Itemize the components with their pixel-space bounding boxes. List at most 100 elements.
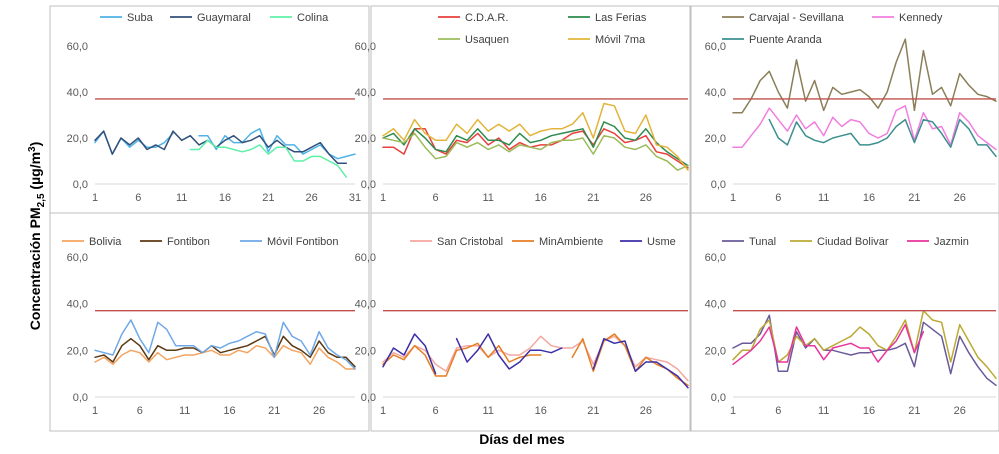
x-tick-label: 21: [587, 405, 599, 417]
legend-label: MinAmbiente: [539, 236, 603, 248]
panel-frame: [690, 212, 999, 432]
x-tick-label: 26: [640, 405, 652, 417]
series-line-colina: [189, 139, 348, 178]
series-line-san-cristobal: [382, 335, 689, 382]
series-line-las-ferias: [382, 121, 689, 167]
y-tick-label: 0,0: [73, 179, 88, 191]
x-tick-label: 11: [482, 192, 493, 204]
y-tick-label: 60,0: [705, 41, 726, 53]
x-tick-label: 1: [730, 192, 736, 204]
x-tick-label: 16: [863, 192, 875, 204]
y-tick-label: 60,0: [355, 252, 376, 264]
legend-label: Usme: [647, 236, 676, 248]
y-tick-label: 60,0: [705, 252, 726, 264]
x-tick-label: 21: [908, 192, 920, 204]
y-axis-title-subscript: 2,5: [36, 193, 47, 207]
panel-frame: [690, 5, 999, 214]
y-tick-label: 20,0: [67, 345, 88, 357]
legend: C.D.A.R. Las Ferias Usaquen Móvil 7ma: [438, 12, 647, 46]
series-line-fontibon: [94, 335, 356, 368]
legend-label: C.D.A.R.: [465, 12, 508, 24]
x-tick-label: 21: [262, 192, 274, 204]
x-tick-label: 1: [380, 405, 386, 417]
x-tick-label: 6: [137, 405, 143, 417]
series-line-carvajal-sevillana: [732, 38, 997, 114]
y-tick-label: 0,0: [361, 392, 376, 404]
y-axis-title-close: ): [27, 142, 43, 147]
legend-label: Guaymaral: [197, 12, 251, 24]
chart-panel-2: 0,020,040,060,01 6 11 16 21 26C.D.A.R. Las Fer…: [355, 5, 691, 214]
panel-frame: [370, 212, 691, 432]
y-tick-label: 40,0: [355, 87, 376, 99]
y-axis-title-superscript: 3: [27, 146, 38, 152]
x-tick-label: 16: [219, 192, 231, 204]
legend-label: Puente Aranda: [749, 34, 823, 46]
x-tick-label: 11: [818, 192, 829, 204]
series-line-m-vil-7ma: [382, 102, 689, 171]
x-tick-label: 11: [176, 192, 187, 204]
y-tick-label: 0,0: [361, 179, 376, 191]
series-line-m-vil-fontibon: [94, 319, 356, 370]
legend-label: Colina: [297, 12, 329, 24]
x-tick-label: 6: [433, 192, 439, 204]
y-axis-title-unit: (µg/m: [27, 152, 43, 194]
x-tick-label: 6: [135, 192, 141, 204]
y-tick-label: 20,0: [355, 345, 376, 357]
x-tick-label: 1: [92, 192, 98, 204]
legend-label: Suba: [127, 12, 154, 24]
y-tick-label: 20,0: [355, 133, 376, 145]
x-tick-label: 1: [92, 405, 98, 417]
x-tick-label: 16: [535, 192, 547, 204]
legend-label: Kennedy: [899, 12, 943, 24]
legend-label: Jazmin: [934, 236, 969, 248]
series-line-guaymaral: [94, 130, 348, 165]
x-tick-label: 6: [775, 192, 781, 204]
legend-label: Bolivia: [89, 236, 122, 248]
legend: Tunal Ciudad Bolivar Jazmin: [722, 236, 969, 248]
y-tick-label: 40,0: [705, 87, 726, 99]
legend-label: Carvajal - Sevillana: [749, 12, 845, 24]
x-tick-label: 16: [535, 405, 547, 417]
x-tick-label: 31: [349, 192, 361, 204]
x-tick-label: 1: [380, 192, 386, 204]
y-tick-label: 20,0: [705, 345, 726, 357]
legend-label: Ciudad Bolivar: [817, 236, 889, 248]
legend-label: Móvil Fontibon: [267, 236, 339, 248]
series-line-jazmin: [732, 323, 925, 366]
y-tick-label: 20,0: [705, 133, 726, 145]
x-tick-label: 26: [954, 405, 966, 417]
y-tick-label: 0,0: [73, 392, 88, 404]
x-tick-label: 16: [223, 405, 235, 417]
y-tick-label: 40,0: [705, 299, 726, 311]
y-tick-label: 60,0: [67, 41, 88, 53]
y-tick-label: 60,0: [67, 252, 88, 264]
y-tick-label: 0,0: [711, 392, 726, 404]
series-line-usaquen: [382, 132, 689, 171]
y-axis-title: Concentración PM2,5 (µg/m3): [27, 142, 47, 331]
legend: San Cristobal MinAmbiente Usme: [410, 236, 676, 248]
legend-label: Las Ferias: [595, 12, 647, 24]
y-tick-label: 40,0: [355, 299, 376, 311]
panel-frame: [49, 5, 370, 214]
y-tick-label: 20,0: [67, 133, 88, 145]
x-tick-label: 21: [908, 405, 920, 417]
legend-label: Tunal: [749, 236, 776, 248]
y-tick-label: 40,0: [67, 299, 88, 311]
x-tick-label: 16: [863, 405, 875, 417]
x-tick-label: 11: [482, 405, 493, 417]
series-line-c-d-a-r-: [382, 128, 689, 169]
panel-frame: [370, 5, 691, 214]
x-tick-label: 6: [775, 405, 781, 417]
x-tick-label: 26: [313, 405, 325, 417]
y-tick-label: 60,0: [355, 41, 376, 53]
legend-label: Usaquen: [465, 34, 509, 46]
legend-label: San Cristobal: [437, 236, 503, 248]
series-line-puente-aranda: [768, 118, 997, 158]
x-axis-title: Días del mes: [479, 431, 565, 447]
series-line-usme: [382, 333, 689, 389]
legend-label: Móvil 7ma: [595, 34, 646, 46]
